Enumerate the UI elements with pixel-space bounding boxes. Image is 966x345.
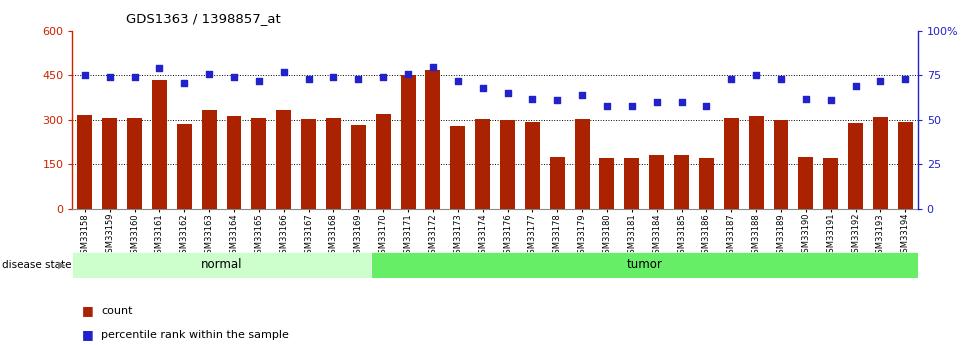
Text: count: count [101, 306, 133, 315]
Bar [251, 118, 267, 209]
Point [773, 76, 788, 82]
Bar [301, 119, 316, 209]
Point [823, 98, 838, 103]
Point [127, 75, 142, 80]
Bar [600, 158, 614, 209]
Bar [102, 118, 117, 209]
Point [202, 71, 217, 77]
Bar [724, 118, 739, 209]
Bar [848, 123, 863, 209]
Bar [749, 116, 763, 209]
Bar [227, 116, 242, 209]
Text: ▶: ▶ [58, 260, 66, 270]
Text: ■: ■ [82, 304, 94, 317]
Bar [897, 122, 913, 209]
Point [550, 98, 565, 103]
Point [102, 75, 118, 80]
Point [624, 103, 639, 108]
Text: tumor: tumor [626, 258, 662, 271]
Bar [128, 118, 142, 209]
Point [897, 76, 913, 82]
Bar [873, 117, 888, 209]
Bar [77, 116, 93, 209]
Point [525, 96, 540, 101]
Point [848, 83, 864, 89]
Bar [177, 124, 192, 209]
Bar [699, 158, 714, 209]
Point [177, 80, 192, 85]
Point [351, 76, 366, 82]
Point [400, 71, 415, 77]
Bar [823, 158, 838, 209]
Bar [152, 80, 167, 209]
Bar [550, 157, 565, 209]
Bar [376, 114, 390, 209]
Point [376, 75, 391, 80]
Bar [649, 155, 665, 209]
Bar [351, 125, 366, 209]
Point [77, 73, 93, 78]
Point [251, 78, 267, 83]
Point [499, 90, 515, 96]
Bar [72, 252, 371, 278]
Point [450, 78, 466, 83]
Bar [798, 157, 813, 209]
Point [872, 78, 888, 83]
Point [575, 92, 590, 98]
Bar [371, 252, 918, 278]
Point [798, 96, 813, 101]
Point [152, 66, 167, 71]
Point [276, 69, 292, 75]
Point [698, 103, 714, 108]
Point [674, 99, 690, 105]
Bar [425, 70, 440, 209]
Point [749, 73, 764, 78]
Point [724, 76, 739, 82]
Bar [624, 158, 639, 209]
Text: percentile rank within the sample: percentile rank within the sample [101, 330, 289, 339]
Bar [575, 119, 589, 209]
Point [425, 64, 440, 69]
Bar [401, 76, 415, 209]
Bar [202, 110, 216, 209]
Text: GDS1363 / 1398857_at: GDS1363 / 1398857_at [126, 12, 280, 25]
Text: disease state: disease state [2, 260, 71, 270]
Bar [276, 110, 291, 209]
Point [475, 85, 491, 91]
Point [326, 75, 341, 80]
Bar [327, 118, 341, 209]
Bar [475, 119, 490, 209]
Bar [525, 122, 540, 209]
Text: normal: normal [201, 258, 242, 271]
Bar [450, 126, 466, 209]
Point [649, 99, 665, 105]
Bar [774, 120, 788, 209]
Text: ■: ■ [82, 328, 94, 341]
Bar [500, 120, 515, 209]
Bar [674, 155, 689, 209]
Point [226, 75, 242, 80]
Point [300, 76, 316, 82]
Point [599, 103, 614, 108]
